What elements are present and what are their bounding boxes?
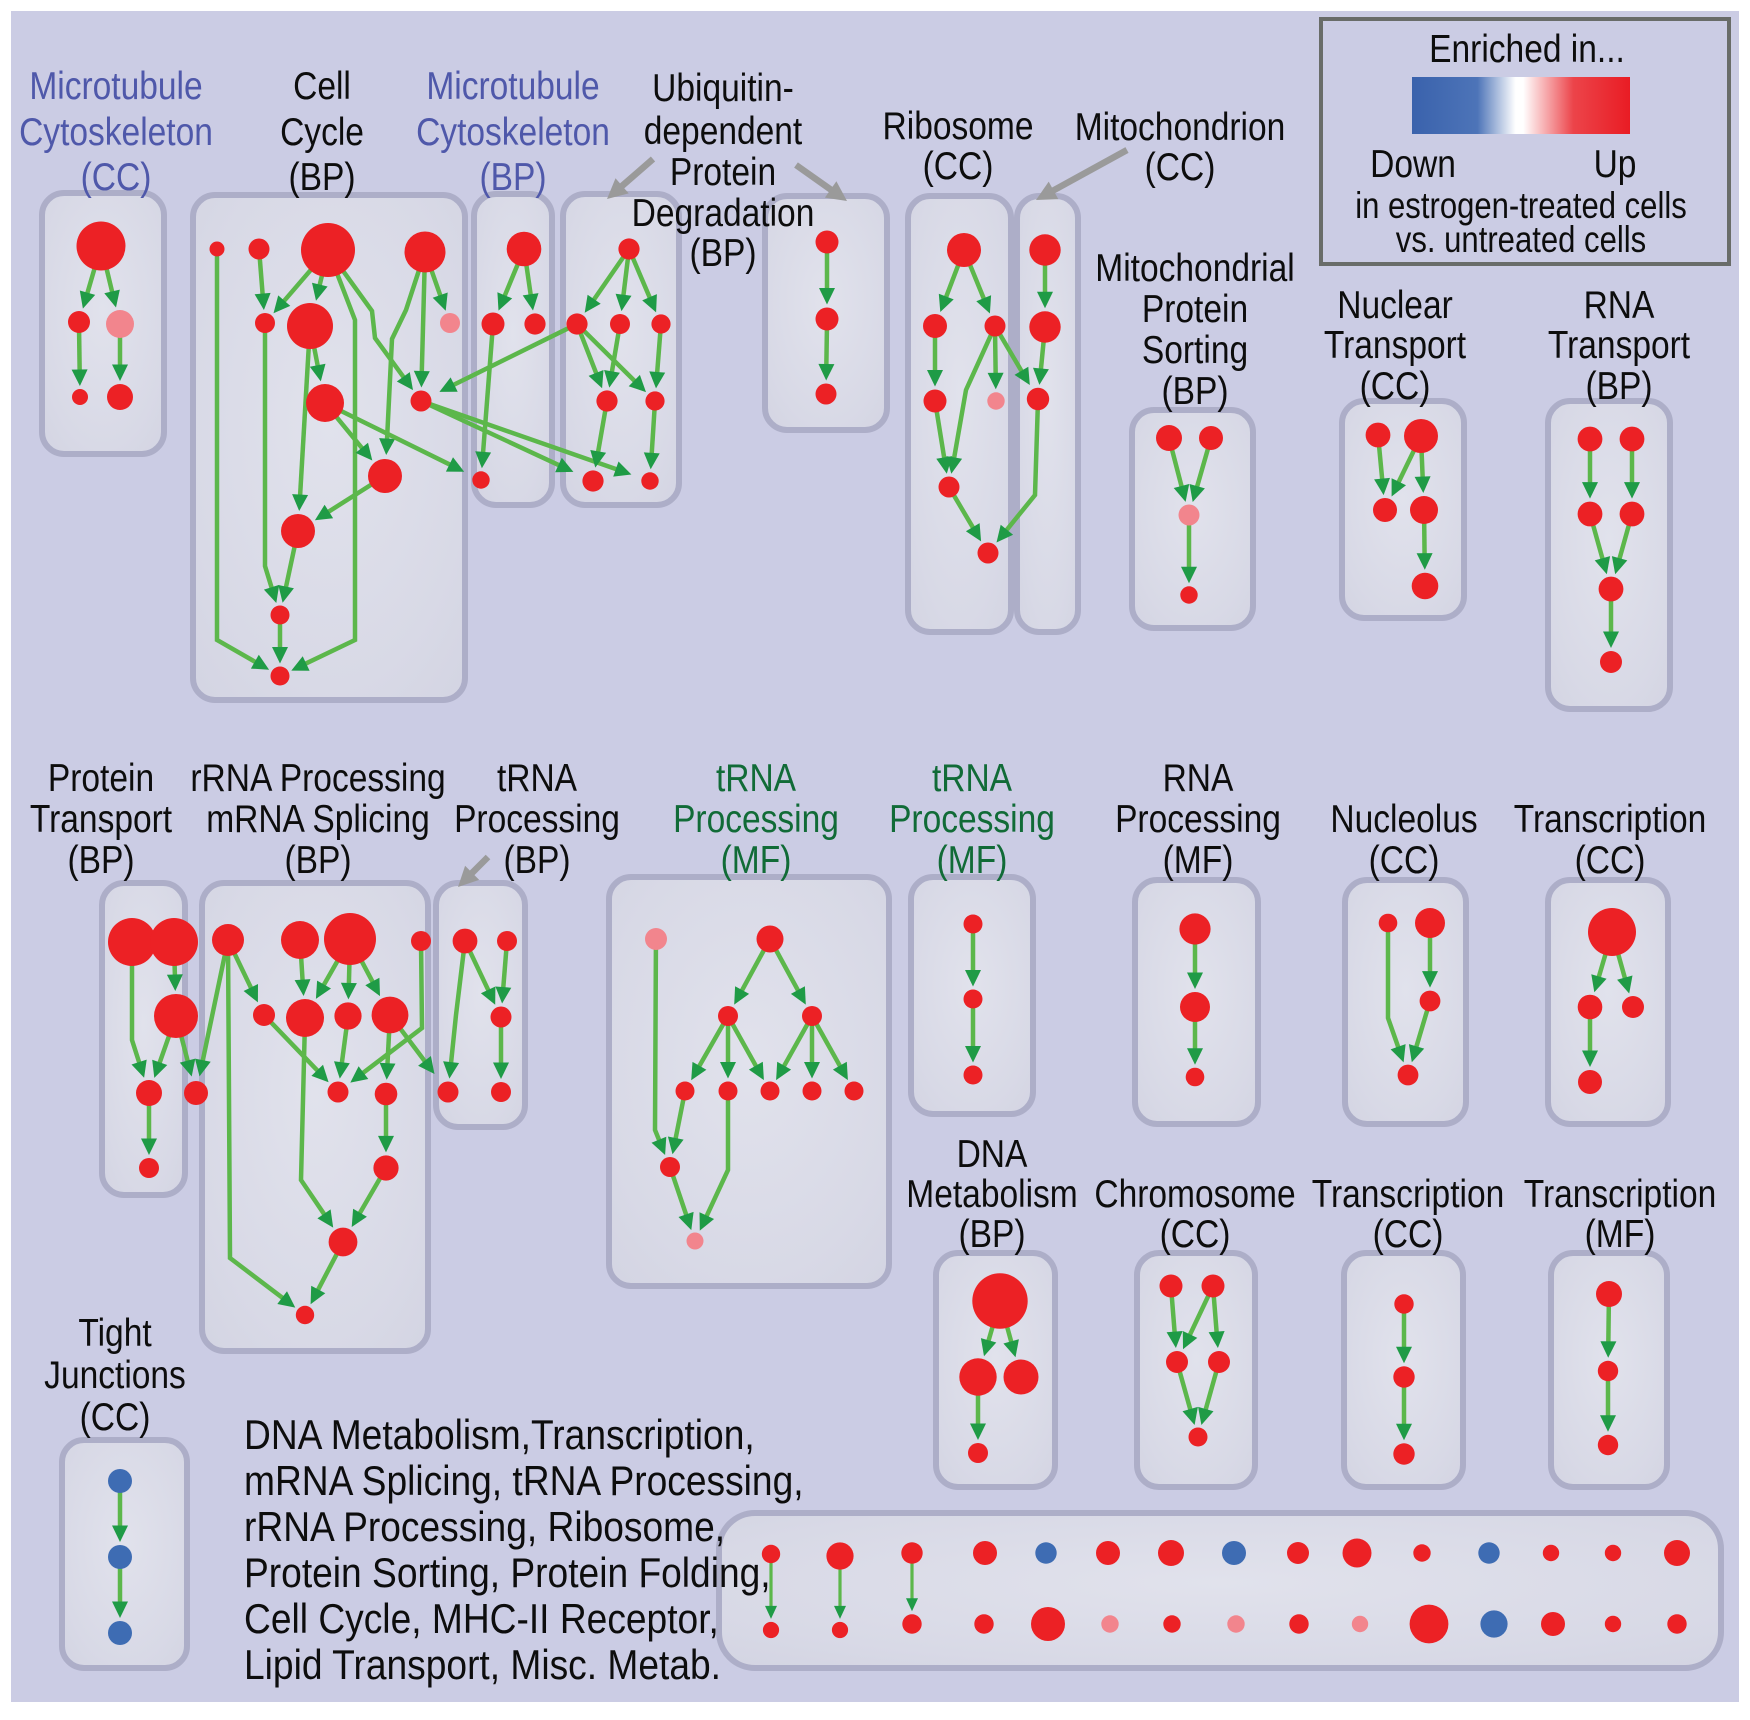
svg-text:Cytoskeleton: Cytoskeleton: [416, 110, 610, 154]
svg-text:(MF): (MF): [1163, 838, 1234, 882]
svg-text:Degradation: Degradation: [632, 191, 815, 235]
svg-text:Mitochondrial: Mitochondrial: [1095, 246, 1294, 290]
svg-text:Microtubule: Microtubule: [29, 64, 202, 108]
svg-text:Protein: Protein: [1142, 287, 1248, 331]
svg-text:Ribosome: Ribosome: [883, 104, 1034, 148]
svg-text:in estrogen-treated cells: in estrogen-treated cells: [1355, 186, 1687, 227]
svg-text:Transcription: Transcription: [1524, 1172, 1717, 1216]
svg-text:Transcription: Transcription: [1514, 797, 1707, 841]
svg-text:Cycle: Cycle: [280, 110, 364, 154]
svg-text:(CC): (CC): [80, 1395, 151, 1439]
svg-text:Transport: Transport: [1548, 323, 1690, 367]
svg-text:vs. untreated cells: vs. untreated cells: [1396, 220, 1646, 261]
svg-text:(BP): (BP): [67, 838, 134, 882]
svg-text:(CC): (CC): [1145, 145, 1216, 189]
svg-text:rRNA Processing: rRNA Processing: [190, 756, 445, 800]
svg-text:Protein Sorting, Protein Foldi: Protein Sorting, Protein Folding,: [244, 1550, 771, 1597]
svg-text:Chromosome: Chromosome: [1094, 1172, 1295, 1216]
svg-text:Protein: Protein: [670, 150, 776, 194]
svg-text:Up: Up: [1594, 142, 1637, 186]
svg-text:(CC): (CC): [923, 144, 994, 188]
svg-text:Sorting: Sorting: [1142, 328, 1248, 372]
svg-text:Protein: Protein: [48, 756, 154, 800]
svg-text:Mitochondrion: Mitochondrion: [1075, 105, 1286, 149]
svg-text:(BP): (BP): [1585, 364, 1652, 408]
svg-text:DNA: DNA: [957, 1132, 1028, 1176]
svg-text:(MF): (MF): [721, 838, 792, 882]
svg-text:Transport: Transport: [30, 797, 172, 841]
svg-text:(BP): (BP): [689, 231, 756, 275]
svg-text:(BP): (BP): [284, 838, 351, 882]
svg-text:Cell Cycle, MHC-II Receptor,: Cell Cycle, MHC-II Receptor,: [244, 1596, 719, 1643]
svg-text:(BP): (BP): [479, 155, 546, 199]
svg-text:(CC): (CC): [1369, 838, 1440, 882]
svg-text:Down: Down: [1370, 142, 1456, 186]
svg-text:Tight: Tight: [78, 1311, 151, 1355]
svg-text:RNA: RNA: [1584, 283, 1655, 327]
svg-text:tRNA: tRNA: [716, 756, 797, 800]
svg-text:(BP): (BP): [503, 838, 570, 882]
svg-text:(MF): (MF): [937, 838, 1008, 882]
svg-text:Processing: Processing: [889, 797, 1055, 841]
svg-text:Cell: Cell: [293, 64, 351, 108]
svg-text:Transport: Transport: [1324, 323, 1466, 367]
svg-text:(MF): (MF): [1585, 1212, 1656, 1256]
svg-text:Cytoskeleton: Cytoskeleton: [19, 110, 213, 154]
svg-text:Microtubule: Microtubule: [426, 64, 599, 108]
svg-text:rRNA Processing, Ribosome,: rRNA Processing, Ribosome,: [244, 1504, 725, 1551]
svg-text:mRNA Splicing, tRNA Processing: mRNA Splicing, tRNA Processing,: [244, 1458, 804, 1505]
svg-text:(CC): (CC): [1160, 1212, 1231, 1256]
svg-text:(BP): (BP): [958, 1212, 1025, 1256]
svg-text:Ubiquitin-: Ubiquitin-: [652, 66, 794, 110]
svg-text:DNA Metabolism,Transcription,: DNA Metabolism,Transcription,: [244, 1412, 755, 1459]
svg-text:(BP): (BP): [1161, 369, 1228, 413]
svg-text:Enriched in...: Enriched in...: [1429, 27, 1625, 71]
svg-text:Lipid Transport, Misc. Metab.: Lipid Transport, Misc. Metab.: [244, 1642, 721, 1689]
svg-text:mRNA Splicing: mRNA Splicing: [206, 797, 430, 841]
svg-text:tRNA: tRNA: [932, 756, 1013, 800]
svg-text:Nucleolus: Nucleolus: [1330, 797, 1477, 841]
svg-text:tRNA: tRNA: [497, 756, 578, 800]
svg-text:Processing: Processing: [673, 797, 839, 841]
svg-text:Metabolism: Metabolism: [906, 1172, 1077, 1216]
svg-text:dependent: dependent: [644, 109, 802, 153]
svg-text:RNA: RNA: [1163, 756, 1234, 800]
svg-text:(CC): (CC): [81, 155, 152, 199]
svg-text:(CC): (CC): [1360, 364, 1431, 408]
svg-text:(BP): (BP): [288, 155, 355, 199]
svg-text:(CC): (CC): [1373, 1212, 1444, 1256]
svg-text:Processing: Processing: [454, 797, 620, 841]
svg-text:Junctions: Junctions: [44, 1353, 186, 1397]
svg-text:(CC): (CC): [1575, 838, 1646, 882]
svg-text:Transcription: Transcription: [1312, 1172, 1505, 1216]
svg-text:Nuclear: Nuclear: [1337, 283, 1453, 327]
svg-text:Processing: Processing: [1115, 797, 1281, 841]
